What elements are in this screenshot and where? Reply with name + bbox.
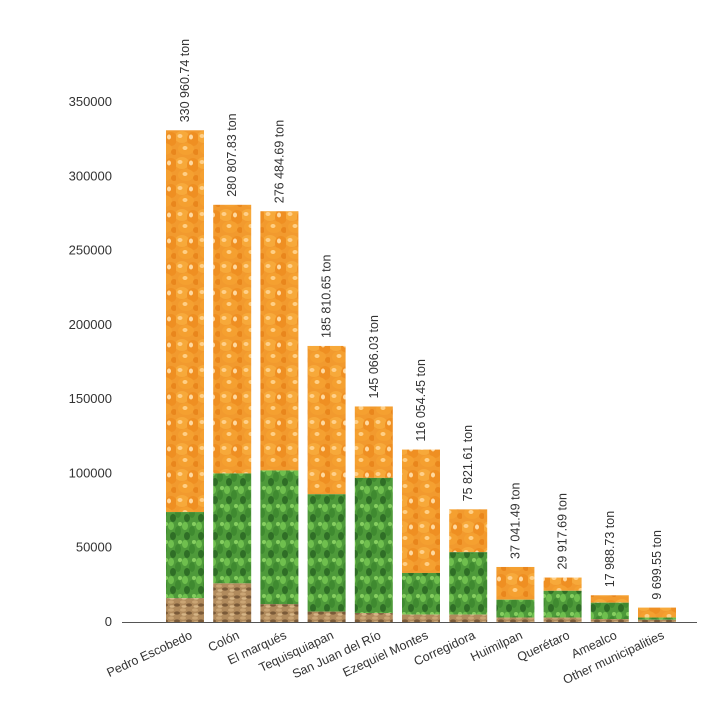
data-label: 37 041.49 ton (508, 482, 522, 559)
data-labels: 330 960.74 ton 280 807.83 ton 276 484.69 t… (178, 39, 664, 600)
data-label: 17 988.73 ton (603, 511, 617, 588)
y-tick-label: 200000 (69, 317, 112, 332)
data-label: 9 699.55 ton (650, 530, 664, 600)
data-label: 330 960.74 ton (178, 39, 192, 122)
data-label: 185 810.65 ton (320, 254, 334, 337)
bar-grain-segment (543, 617, 582, 622)
data-label: 280 807.83 ton (225, 113, 239, 196)
bar-quer-taro (543, 577, 582, 622)
bar-corn-segment (260, 211, 299, 471)
x-tick-label: Huimilpan (468, 628, 524, 664)
bar-grain-segment (260, 604, 299, 622)
bar-plant-segment (402, 572, 440, 615)
bar-plant-segment (307, 494, 346, 612)
y-tick-label: 100000 (69, 465, 112, 480)
bar-plant-segment (260, 470, 299, 605)
y-tick-label: 350000 (69, 94, 112, 109)
bar-plant-segment (496, 599, 535, 618)
bar-amealco (590, 595, 629, 622)
bar-col-n (213, 204, 252, 622)
x-tick-label: Pedro Escobedo (105, 628, 195, 680)
data-label: 145 066.03 ton (367, 315, 381, 398)
y-tick-label: 300000 (69, 168, 112, 183)
bar-corn-segment (402, 449, 440, 573)
y-tick-label: 50000 (76, 540, 112, 555)
bar-plant-segment (590, 602, 629, 620)
bar-pedro-escobedo (166, 130, 204, 622)
bar-corn-segment (543, 577, 582, 591)
y-axis: 0 50000 100000 150000 200000 250000 300000 3500… (69, 94, 112, 629)
bar-grain-segment (354, 613, 393, 622)
bar-corregidora (449, 509, 488, 622)
bar-grain-segment (638, 619, 676, 622)
bar-san-juan-del-r-o (354, 406, 393, 622)
bar-corn-segment (354, 406, 393, 478)
bar-other-municipalities (638, 607, 676, 622)
data-label: 116 054.45 ton (414, 359, 428, 442)
bar-ezequiel-montes (402, 449, 440, 622)
x-tick-label: Querétaro (515, 628, 572, 664)
y-tick-label: 150000 (69, 391, 112, 406)
bar-corn-segment (496, 566, 535, 600)
bar-corn-segment (449, 509, 488, 553)
bar-tequisquiapan (307, 345, 346, 622)
bar-huimilpan (496, 566, 535, 622)
bar-el-marqu-s (260, 211, 299, 622)
bar-corn-segment (638, 607, 676, 618)
bar-plant-segment (166, 512, 204, 599)
y-tick-label: 250000 (69, 243, 112, 258)
bar-grain-segment (213, 583, 252, 622)
bar-plant-segment (638, 617, 676, 620)
bar-plant-segment (449, 552, 488, 615)
bar-plant-segment (543, 590, 582, 618)
data-label: 29 917.69 ton (556, 493, 570, 570)
bar-grain-segment (496, 617, 535, 622)
bar-corn-segment (590, 595, 629, 603)
y-tick-label: 0 (105, 614, 112, 629)
bars (166, 130, 676, 622)
bar-plant-segment (213, 473, 252, 584)
data-label: 75 821.61 ton (461, 425, 475, 502)
bar-grain-segment (590, 619, 629, 622)
bar-plant-segment (354, 477, 393, 614)
bar-grain-segment (402, 614, 440, 622)
bar-corn-segment (166, 130, 204, 513)
data-label: 276 484.69 ton (272, 120, 286, 203)
bar-grain-segment (449, 614, 488, 622)
bar-grain-segment (166, 598, 204, 622)
bar-corn-segment (213, 204, 252, 474)
bar-corn-segment (307, 345, 346, 495)
bar-grain-segment (307, 611, 346, 622)
